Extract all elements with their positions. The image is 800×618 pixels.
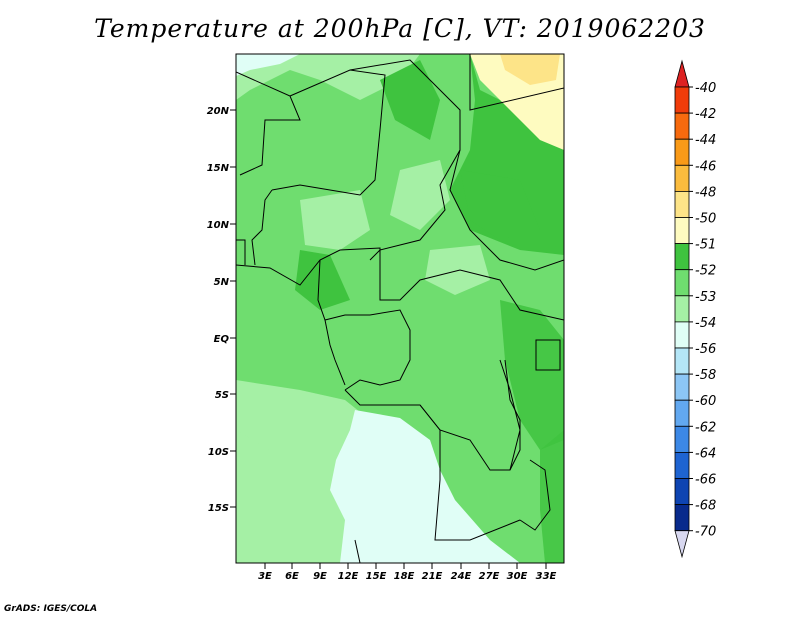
lon-label: 27E	[479, 571, 500, 582]
colorbar-label: -42	[695, 107, 716, 122]
border-central	[236, 247, 564, 321]
border-libya-chad	[349, 59, 461, 261]
lat-label: 15S	[208, 503, 229, 514]
lat-axis: 20N 15N 10N 5N EQ 5S 10S 15S	[207, 106, 236, 514]
colorbar: -40 -42 -44 -46 -48 -50 -51 -52 -53 -54 -56 -58 -60 -…	[674, 59, 716, 559]
map-title: Temperature at 200hPa [C], VT: 201906220…	[94, 14, 706, 43]
lon-label: 30E	[507, 571, 528, 582]
lat-label: 10S	[208, 447, 229, 458]
colorbar-label: -66	[695, 473, 716, 488]
temperature-field	[236, 54, 564, 563]
field-light-car	[425, 245, 490, 295]
colorbar-swatch	[674, 321, 690, 349]
border-niger	[271, 69, 386, 196]
colorbar-swatch	[674, 373, 690, 401]
grads-credit: GrADS: IGES/COLA	[4, 604, 98, 614]
country-borders	[236, 54, 564, 563]
field-light-chad	[390, 160, 450, 230]
lat-label: EQ	[214, 334, 230, 345]
colorbar-bottom-arrow	[674, 530, 690, 559]
colorbar-top-arrow	[674, 59, 690, 88]
colorbar-swatch	[674, 217, 690, 245]
lat-label: 5N	[214, 277, 230, 288]
colorbar-label: -52	[695, 264, 716, 279]
field-pale-angola	[330, 410, 520, 563]
border-togo	[236, 239, 246, 265]
map-border	[235, 53, 565, 564]
colorbar-label: -68	[695, 499, 716, 514]
border-congo	[317, 259, 411, 391]
colorbar-label: -56	[695, 342, 716, 357]
colorbar-swatch	[674, 164, 690, 192]
colorbar-label: -62	[695, 420, 716, 435]
border-namibia	[354, 539, 361, 563]
lon-label: 24E	[451, 571, 472, 582]
colorbar-label: -64	[695, 446, 716, 461]
colorbar-swatch	[674, 112, 690, 140]
field-dark-east	[500, 300, 564, 450]
colorbar-swatch	[674, 399, 690, 427]
colorbar-swatch	[674, 504, 690, 532]
colorbar-swatch	[674, 190, 690, 218]
border-coast-gabon	[324, 319, 346, 386]
lat-label: 10N	[207, 220, 230, 231]
colorbar-swatch	[674, 86, 690, 114]
lon-axis: 3E 6E 9E 12E 15E 18E 21E 24E 27E 30E 33E	[258, 563, 557, 582]
colorbar-swatch	[674, 425, 690, 453]
colorbar-label: -46	[695, 159, 716, 174]
border-lake-tanganyika	[504, 359, 521, 471]
colorbar-swatch	[674, 269, 690, 297]
colorbar-label: -58	[695, 368, 716, 383]
colorbar-label: -54	[695, 316, 716, 331]
colorbar-label: -40	[695, 81, 716, 96]
lon-label: 6E	[285, 571, 299, 582]
border-benin	[251, 189, 273, 266]
field-light-coast	[236, 430, 330, 563]
colorbar-label: -70	[695, 525, 716, 540]
field-dark-north	[380, 60, 440, 140]
colorbar-swatch	[674, 478, 690, 506]
field-dark-south-east	[540, 430, 564, 563]
colorbar-swatch	[674, 295, 690, 323]
field-orange-ne	[500, 54, 560, 85]
field-dark-cameroon	[295, 250, 350, 310]
colorbar-label: -53	[695, 290, 716, 305]
lon-label: 33E	[536, 571, 557, 582]
lat-label: 20N	[207, 106, 230, 117]
colorbar-label: -60	[695, 394, 716, 409]
border-egypt	[469, 54, 564, 111]
lon-label: 18E	[394, 571, 415, 582]
colorbar-swatch	[674, 451, 690, 479]
colorbar-swatch	[674, 243, 690, 271]
lon-label: 21E	[422, 571, 443, 582]
field-dark-sudan	[460, 170, 540, 240]
colorbar-label: -50	[695, 212, 716, 227]
colorbar-swatch	[674, 138, 690, 166]
border-algeria-mali	[236, 71, 301, 176]
colorbar-label: -44	[695, 133, 716, 148]
colorbar-label: -48	[695, 185, 716, 200]
border-malawi	[519, 459, 551, 531]
field-pale-nw	[236, 54, 300, 76]
border-lake-victoria	[535, 339, 561, 371]
lon-label: 9E	[313, 571, 327, 582]
lat-label: 15N	[207, 163, 230, 174]
colorbar-swatch	[674, 347, 690, 375]
field-light-mid	[300, 190, 370, 250]
border-sudan	[449, 110, 564, 271]
border-angola	[344, 389, 521, 541]
lon-label: 3E	[258, 571, 272, 582]
lat-label: 5S	[215, 390, 229, 401]
colorbar-label: -51	[695, 238, 716, 253]
lon-label: 12E	[338, 571, 359, 582]
border-drc-zambia	[419, 359, 521, 471]
lon-label: 15E	[366, 571, 387, 582]
